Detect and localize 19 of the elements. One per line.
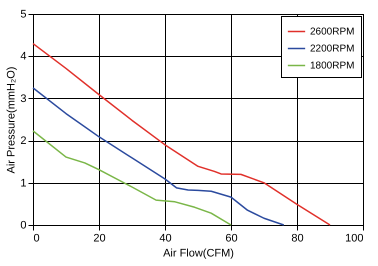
line-series	[32, 130, 232, 226]
y-tick-label: 3	[20, 92, 26, 105]
x-tick-label: 0	[34, 232, 40, 244]
y-tick-label: 5	[20, 8, 26, 20]
x-tick-label: 100	[345, 232, 364, 244]
legend-label: 1800RPM	[310, 60, 354, 72]
x-tick-label: 20	[93, 232, 106, 244]
y-tick-label: 0	[20, 220, 26, 232]
y-tick-label: 2	[20, 135, 26, 148]
x-axis-title: Air Flow(CFM)	[163, 248, 234, 260]
legend-label: 2600RPM	[310, 26, 354, 38]
x-tick-label: 60	[225, 232, 238, 244]
y-tick-label: 1	[20, 177, 26, 190]
legend-label: 2200RPM	[310, 44, 354, 54]
x-tick-label: 80	[291, 232, 304, 244]
x-tick-label: 40	[159, 232, 172, 244]
line-series	[32, 87, 285, 226]
y-axis-title: Air Pressure(mmH₂O)	[5, 66, 18, 174]
y-tick-label: 4	[20, 50, 26, 63]
